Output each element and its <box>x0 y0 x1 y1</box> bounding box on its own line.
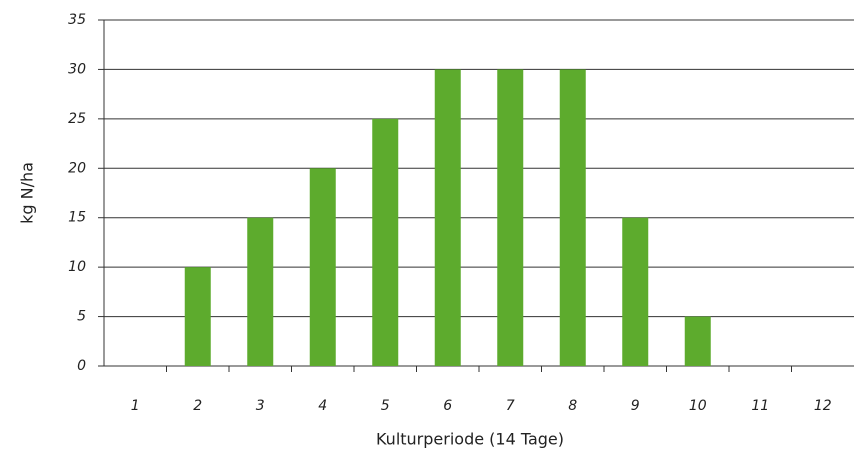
y-tick-label: 10 <box>68 259 86 275</box>
x-tick-label: 8 <box>568 398 577 414</box>
x-tick-label: 5 <box>381 398 390 414</box>
x-tick-label: 12 <box>814 398 832 414</box>
x-tick-label: 9 <box>631 398 640 414</box>
y-tick-label: 5 <box>77 309 86 325</box>
x-tick-label: 3 <box>256 398 265 414</box>
x-tick-label: 1 <box>131 398 140 414</box>
bar <box>434 69 461 366</box>
bar <box>309 168 336 366</box>
y-tick-label: 20 <box>68 160 86 176</box>
y-tick-label: 35 <box>68 12 86 28</box>
bar <box>559 69 586 366</box>
y-tick-label: 25 <box>68 111 86 127</box>
bar <box>247 217 274 366</box>
x-tick-label: 10 <box>689 398 707 414</box>
y-tick-label: 15 <box>68 210 86 226</box>
bar <box>497 69 524 366</box>
y-tick-label: 30 <box>68 61 86 77</box>
x-tick-label: 2 <box>193 398 202 414</box>
bar <box>622 217 649 366</box>
bar <box>184 267 211 366</box>
x-tick-label: 4 <box>318 398 327 414</box>
bar <box>372 118 399 366</box>
y-tick-label: 0 <box>77 358 86 374</box>
bar <box>684 316 711 366</box>
x-tick-label: 11 <box>751 398 769 414</box>
x-axis-label: Kulturperiode (14 Tage) <box>376 430 564 449</box>
x-tick-label: 6 <box>443 398 452 414</box>
x-tick-label: 7 <box>506 398 515 414</box>
y-axis-label: kg N/ha <box>18 162 37 224</box>
